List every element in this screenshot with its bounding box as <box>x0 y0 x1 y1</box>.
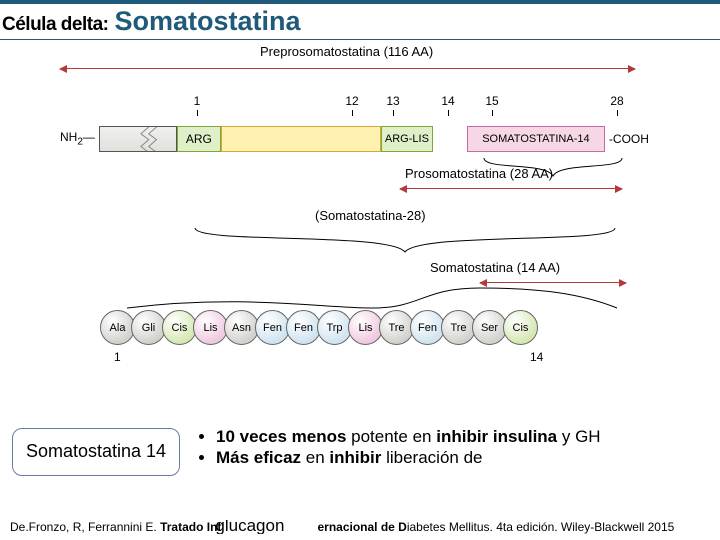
bullet-2: Más eficaz en inhibir liberación de <box>216 447 708 468</box>
domain-row: NH2— ARG ARG-LIS SOMATOSTATINA-14 -COOH <box>60 124 660 154</box>
aa-bead: Ala <box>100 310 135 345</box>
nh2-label: NH2— <box>60 130 95 147</box>
gap-box <box>433 126 467 152</box>
tick-14: 14 <box>441 94 454 108</box>
aa-end-num: 14 <box>530 350 543 364</box>
label-s14: Somatostatina (14 AA) <box>430 260 560 275</box>
title-prefix: Célula delta: <box>2 14 108 36</box>
aa-bead: Lis <box>348 310 383 345</box>
cooh-label: -COOH <box>609 132 649 146</box>
curly-to-aa <box>122 286 622 310</box>
aa-start-num: 1 <box>114 350 121 364</box>
arglis-box: ARG-LIS <box>381 126 433 152</box>
title-main: Somatostatina <box>114 6 300 37</box>
aa-bead: Asn <box>224 310 259 345</box>
mid-box <box>221 126 381 152</box>
arg-box: ARG <box>177 126 221 152</box>
ss14-box: SOMATOSTATINA-14 <box>467 126 605 152</box>
tick-1: 1 <box>194 94 201 108</box>
aa-bead: Ser <box>472 310 507 345</box>
curly-s28 <box>190 226 620 256</box>
aa-bead: Fen <box>255 310 290 345</box>
tick-15: 15 <box>485 94 498 108</box>
aa-bead: Gli <box>131 310 166 345</box>
aa-bead: Lis <box>193 310 228 345</box>
label-prepro: Preprosomatostatina (116 AA) <box>260 44 433 59</box>
arrow-s14 <box>480 282 626 283</box>
title-bar: Célula delta: Somatostatina <box>0 0 720 40</box>
aa-bead: Cis <box>503 310 538 345</box>
somatostatina14-box: Somatostatina 14 <box>12 428 180 476</box>
label-s28: (Somatostatina-28) <box>315 208 426 223</box>
citation: De.Fronzo, R, Ferrannini E. Tratado Int … <box>10 520 710 534</box>
tick-28: 28 <box>610 94 623 108</box>
arrow-prepro <box>60 68 635 69</box>
curly-s14 <box>480 156 626 178</box>
aa-bead: Trp <box>317 310 352 345</box>
aa-bead: Tre <box>379 310 414 345</box>
arrow-pro <box>400 188 622 189</box>
bullet-1: 10 veces menos potente en inhibir insuli… <box>216 426 708 447</box>
signal-peptide-box <box>99 126 177 152</box>
aa-sequence: AlaGliCisLisAsnFenFenTrpLisTreFenTreSerC… <box>100 310 538 345</box>
aa-bead: Tre <box>441 310 476 345</box>
tick-13: 13 <box>386 94 399 108</box>
aa-bead: Cis <box>162 310 197 345</box>
bullet-list: 10 veces menos potente en inhibir insuli… <box>198 426 708 469</box>
processing-diagram: Preprosomatostatina (116 AA) 1 12 13 14 … <box>60 48 660 368</box>
tick-12: 12 <box>345 94 358 108</box>
aa-bead: Fen <box>410 310 445 345</box>
aa-bead: Fen <box>286 310 321 345</box>
